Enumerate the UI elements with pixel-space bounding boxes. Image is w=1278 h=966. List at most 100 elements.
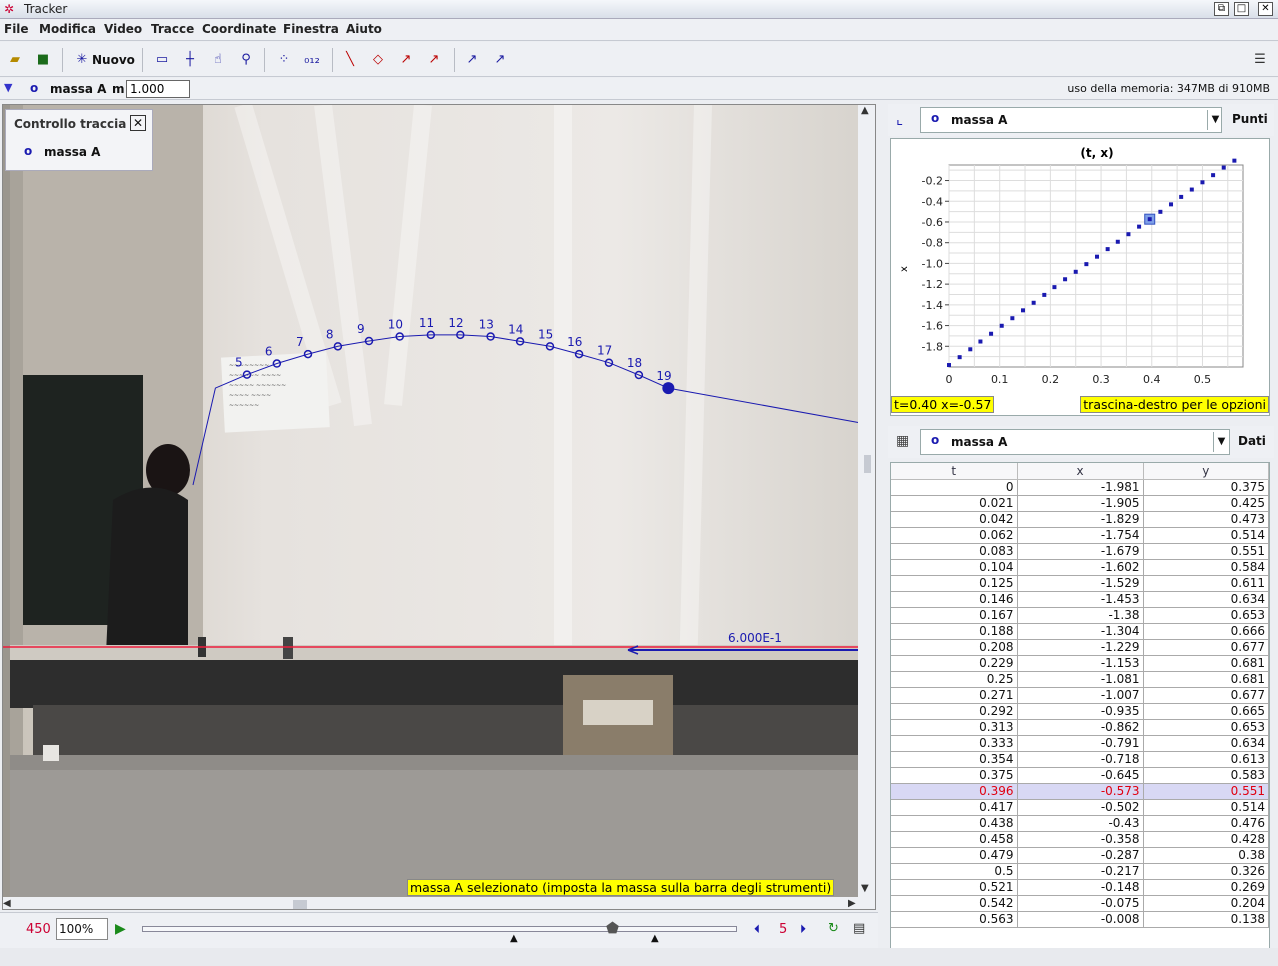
dropdown-triangle-icon[interactable]: ▼ [4,81,13,94]
table-cell-y[interactable]: 0.634 [1143,735,1269,752]
table-cell-x[interactable]: -1.602 [1017,559,1144,576]
table-cell-x[interactable]: -1.905 [1017,495,1144,512]
frame-number[interactable]: 450 [26,922,51,937]
table-cell-x[interactable]: -1.38 [1017,607,1144,624]
table-row[interactable]: 0.208 -1.229 0.677 [891,639,1269,656]
data-point[interactable] [1031,300,1036,305]
table-cell-y[interactable]: 0.269 [1143,879,1269,896]
table-cell-y[interactable]: 0.473 [1143,511,1269,528]
table-cell-y[interactable]: 0.681 [1143,655,1269,672]
data-point[interactable] [1084,262,1089,267]
data-point[interactable] [1073,269,1078,274]
plot-area[interactable]: (t, x) x 0 0.1 0.2 0.3 0.4 0.5 -0.2 -0.4 -0.6 -0.… [890,138,1270,416]
table-cell-x[interactable]: -0.075 [1017,895,1144,912]
table-cell-t[interactable]: 0.083 [891,543,1018,560]
mass-field[interactable] [126,80,190,98]
table-row[interactable]: 0.25 -1.081 0.681 [891,671,1269,688]
restore-icon[interactable]: ⧉ [1214,2,1229,16]
data-table[interactable]: t x y 0 -1.981 0.375 0.021 -1.905 0.425 0.042-… [890,462,1270,952]
table-cell-t[interactable]: 0.521 [891,879,1018,896]
table-cell-t[interactable]: 0.458 [891,831,1018,848]
zoom-icon[interactable]: ⚲ [241,52,251,67]
table-cell-t[interactable]: 0.125 [891,575,1018,592]
table-cell-x[interactable]: -0.43 [1017,815,1144,832]
table-row[interactable]: 0.438 -0.43 0.476 [891,815,1269,832]
data-point[interactable] [1232,158,1237,163]
vector-mass-icon[interactable]: ↗ [494,52,506,67]
table-row[interactable]: 0.5 -0.217 0.326 [891,863,1269,880]
table-cell-y[interactable]: 0.653 [1143,719,1269,736]
table-cell-x[interactable]: -0.645 [1017,767,1144,784]
data-point[interactable] [957,355,962,360]
table-cell-t[interactable]: 0.25 [891,671,1018,688]
table-cell-y[interactable]: 0.666 [1143,623,1269,640]
table-track-selector[interactable]: o massa A ▼ [920,429,1230,455]
menu-tracce[interactable]: Tracce [151,22,195,36]
table-cell-x[interactable]: -1.453 [1017,591,1144,608]
video-point[interactable] [515,337,525,346]
table-cell-y[interactable]: 0.204 [1143,895,1269,912]
table-cell-t[interactable]: 0.271 [891,687,1018,704]
table-cell-x[interactable]: -1.529 [1017,575,1144,592]
table-cell-x[interactable]: -1.229 [1017,639,1144,656]
new-button[interactable]: Nuovo [92,53,135,67]
scroll-down-icon[interactable]: ▼ [861,883,869,894]
end-marker-icon[interactable]: ▲ [651,933,659,944]
table-cell-x[interactable]: -1.304 [1017,623,1144,640]
start-marker-icon[interactable]: ▲ [510,933,518,944]
data-point[interactable] [1010,316,1015,321]
table-cell-t[interactable]: 0.229 [891,655,1018,672]
table-cell-t[interactable]: 0.146 [891,591,1018,608]
table-cell-t[interactable]: 0.021 [891,495,1018,512]
video-point[interactable] [364,336,374,346]
slider-thumb-icon[interactable]: ⬟ [606,919,620,937]
data-point[interactable] [1021,308,1026,313]
video-point[interactable] [604,358,614,367]
table-cell-t[interactable]: 0.208 [891,639,1018,656]
data-point[interactable] [999,323,1004,328]
table-row[interactable]: 0 -1.981 0.375 [891,479,1269,496]
data-point[interactable] [1169,202,1174,207]
velocity-icon[interactable]: ↗ [400,52,412,67]
data-point[interactable] [1211,173,1216,178]
video-point[interactable] [395,332,404,341]
scroll-left-icon[interactable]: ◀ [3,898,11,909]
data-point[interactable] [1147,217,1152,222]
table-cell-y[interactable]: 0.677 [1143,639,1269,656]
data-point[interactable] [1221,165,1226,170]
table-cell-x[interactable]: -0.791 [1017,735,1144,752]
table-row[interactable]: 0.167 -1.38 0.653 [891,607,1269,624]
table-row[interactable]: 0.354 -0.718 0.613 [891,751,1269,768]
table-cell-y[interactable]: 0.551 [1143,543,1269,560]
data-point[interactable] [978,339,983,344]
table-cell-y[interactable]: 0.681 [1143,671,1269,688]
table-cell-y[interactable]: 0.138 [1143,911,1269,928]
data-point[interactable] [1115,239,1120,244]
acceleration-icon[interactable]: ↗ [428,52,440,67]
table-cell-t[interactable]: 0.188 [891,623,1018,640]
table-cell-t[interactable]: 0.438 [891,815,1018,832]
track-control-panel[interactable]: Controllo traccia ✕ o massa A [5,109,153,171]
pointer-icon[interactable]: ☝ [214,52,222,67]
vector-sum-icon[interactable]: ↗ [466,52,478,67]
table-row[interactable]: 0.563 -0.008 0.138 [891,911,1269,928]
zoom-field[interactable]: 100% [56,918,108,940]
table-cell-x[interactable]: -0.935 [1017,703,1144,720]
table-cell-y[interactable]: 0.476 [1143,815,1269,832]
table-cell-y[interactable]: 0.551 [1143,783,1269,800]
table-cell-t[interactable]: 0.167 [891,607,1018,624]
chevron-down-icon[interactable]: ▼ [1213,432,1229,452]
table-row[interactable]: 0.271 -1.007 0.677 [891,687,1269,704]
table-row[interactable]: 0.292 -0.935 0.665 [891,703,1269,720]
table-row[interactable]: 0.083 -1.679 0.551 [891,543,1269,560]
table-cell-x[interactable]: -0.148 [1017,879,1144,896]
data-point[interactable] [1179,194,1184,199]
table-cell-y[interactable]: 0.38 [1143,847,1269,864]
video-view[interactable]: ~~~~~~~~ ~~~~~~ ~~~~ ~~~~~ ~~~~~~ ~~~~ ~~~~… [2,104,876,910]
table-cell-x[interactable]: -1.007 [1017,687,1144,704]
table-row[interactable]: 0.333 -0.791 0.634 [891,735,1269,752]
table-row[interactable]: 0.125 -1.529 0.611 [891,575,1269,592]
menu-aiuto[interactable]: Aiuto [346,22,382,36]
step-forward-icon[interactable]: ⏵ [800,922,807,936]
video-point[interactable] [333,342,343,351]
